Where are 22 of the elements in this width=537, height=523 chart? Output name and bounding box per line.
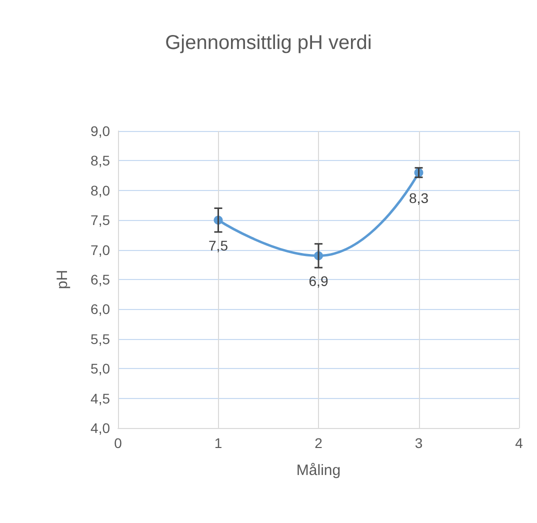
chart-title: Gjennomsittlig pH verdi bbox=[165, 32, 372, 54]
y-tick-label: 4,5 bbox=[90, 390, 110, 406]
x-tick-label: 2 bbox=[314, 435, 323, 451]
x-tick-label: 0 bbox=[114, 435, 122, 451]
y-tick-label: 7,5 bbox=[90, 212, 110, 228]
y-tick-label: 5,0 bbox=[90, 360, 110, 377]
y-tick-label: 5,5 bbox=[90, 330, 110, 347]
y-tick-label: 4,0 bbox=[90, 420, 110, 436]
y-tick-label: 6,5 bbox=[90, 272, 110, 288]
x-tick-label: 4 bbox=[515, 435, 524, 451]
x-axis-title: Måling bbox=[296, 462, 341, 479]
y-tick-label: 6,0 bbox=[90, 301, 110, 318]
y-tick-label: 8,0 bbox=[90, 182, 110, 198]
data-label: 6,9 bbox=[308, 273, 328, 290]
y-tick-label: 9,0 bbox=[90, 123, 110, 139]
data-label: 8,3 bbox=[409, 190, 429, 206]
y-tick-label: 7,0 bbox=[90, 242, 110, 258]
y-tick-label: 8,5 bbox=[90, 152, 110, 169]
data-label: 7,5 bbox=[208, 238, 228, 254]
y-axis-title: pH bbox=[54, 270, 71, 290]
x-tick-label: 1 bbox=[214, 435, 222, 451]
x-tick-label: 3 bbox=[414, 435, 423, 451]
